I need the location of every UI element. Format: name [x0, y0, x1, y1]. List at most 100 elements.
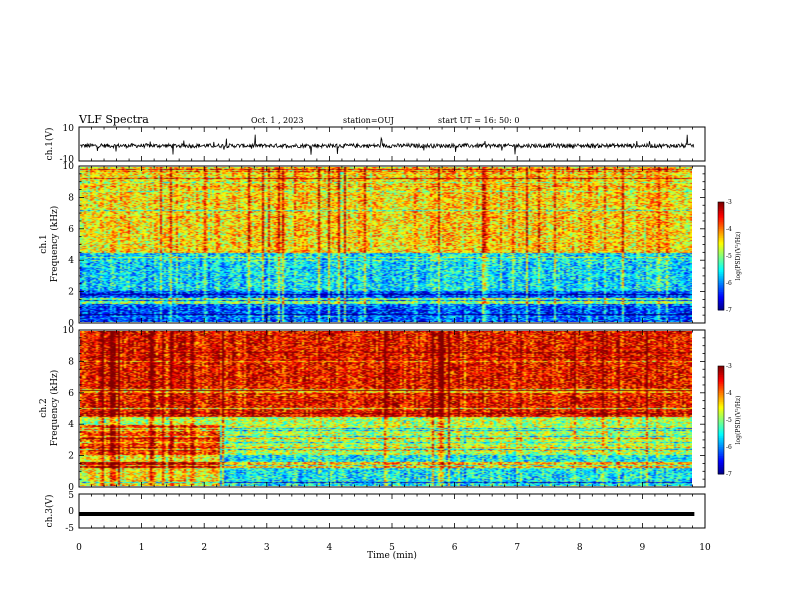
ch1-colorbar: -3 -4 -5 -6 -7 log(PSD)(V²/Hz) [717, 199, 742, 314]
colorbar-segment [718, 416, 724, 419]
colorbar-segment [718, 391, 724, 394]
colorbar-segment [718, 281, 724, 284]
colorbar-segment [718, 227, 724, 230]
colorbar-segment [718, 400, 724, 403]
colorbar-segment [718, 441, 724, 444]
ch1-spectrogram-heatmap [80, 167, 692, 322]
colorbar-segment [718, 247, 724, 250]
colorbar-segment [718, 472, 724, 475]
colorbar-segment [718, 216, 724, 219]
colorbar-segment [718, 378, 724, 381]
colorbar-segment [718, 245, 724, 248]
colorbar-segment [718, 414, 724, 417]
colorbar-segment [718, 220, 724, 223]
y-tick-label: 6 [68, 389, 74, 399]
colorbar-segment [718, 259, 724, 262]
ch2-spectrogram-ticks [78, 329, 706, 488]
colorbar-segment [718, 411, 724, 414]
colorbar-segment [718, 382, 724, 385]
colorbar-segment [718, 211, 724, 214]
ch3-waveform-ylabel: ch.3(V) [44, 495, 55, 528]
colorbar-segment [718, 265, 724, 268]
ch2-spectrogram-channel-label: ch.2 [39, 398, 49, 417]
ch1-waveform-ticks [78, 127, 706, 161]
colorbar-segment [718, 299, 724, 302]
colorbar-segment [718, 256, 724, 259]
y-tick-label: 10 [63, 326, 75, 336]
ch1-spectrogram-panel: 0 2 4 6 8 10 ch.1 Frequency (kHz) -3 -4 -5 -6 -7 l… [39, 162, 742, 329]
ch1-waveform-panel: 10 -10 ch.1(V) [44, 124, 706, 165]
colorbar-segment [718, 229, 724, 232]
colorbar-segment [718, 425, 724, 428]
colorbar-segment [718, 301, 724, 304]
colorbar-tick-label: -3 [726, 363, 732, 370]
colorbar-segment [718, 277, 724, 280]
colorbar-segment [718, 274, 724, 277]
colorbar-segment [718, 266, 724, 270]
colorbar-segment [718, 252, 724, 255]
x-tick-label: 4 [327, 543, 333, 553]
colorbar-segment [718, 402, 724, 405]
colorbar-segment [718, 268, 724, 271]
ch1-spectrogram-yticklabels: 0 2 4 6 8 10 [63, 162, 75, 329]
x-tick-label: 7 [514, 543, 520, 553]
time-axis-ticklabels: 0 1 2 3 4 5 6 7 8 9 10 [76, 543, 711, 553]
colorbar-segment [718, 438, 724, 441]
colorbar-segment [718, 304, 724, 307]
colorbar-segment [718, 202, 724, 205]
colorbar-segment [718, 205, 724, 208]
colorbar-segment [718, 270, 724, 273]
colorbar-tick-label: -7 [726, 307, 732, 314]
colorbar-segment [718, 241, 724, 244]
colorbar-segment [718, 369, 724, 372]
colorbar-segment [718, 292, 724, 295]
ch1-waveform-ylabel: ch.1(V) [44, 128, 55, 161]
colorbar-tick-label: -5 [726, 253, 732, 260]
x-tick-label: 9 [640, 543, 646, 553]
ch3-ytick-mid: 0 [68, 507, 74, 517]
colorbar-segment [718, 387, 724, 390]
colorbar-tick-label: -6 [726, 280, 732, 287]
y-tick-label: 8 [68, 193, 74, 203]
colorbar-segment [718, 297, 724, 300]
colorbar-segment [718, 396, 724, 399]
colorbar-segment [718, 371, 724, 374]
colorbar-segment [718, 284, 724, 288]
colorbar-segment [718, 468, 724, 471]
ch1-spectrogram-channel-label: ch.1 [39, 234, 49, 253]
colorbar-segment [718, 398, 724, 401]
colorbar-segment [718, 384, 724, 387]
time-axis-label: Time (min) [367, 550, 417, 561]
x-tick-label: 5 [389, 543, 395, 553]
colorbar-frame [717, 365, 725, 475]
colorbar-segment [718, 263, 724, 266]
colorbar-segment [718, 221, 724, 225]
colorbar-segment [718, 430, 724, 434]
ch3-ytick-bottom: -5 [65, 524, 74, 534]
colorbar-segment [718, 456, 724, 459]
colorbar-segment [718, 214, 724, 217]
colorbar-segment [718, 412, 724, 416]
colorbar-segment [718, 218, 724, 221]
colorbar-segment [718, 461, 724, 464]
ch3-ytick-top: 5 [68, 491, 74, 501]
colorbar-tick-label: -7 [726, 471, 732, 478]
ch2-spectrogram-panel: 0 2 4 6 8 10 ch.2 Frequency (kHz) -3 -4 -5 -6 -7 l… [39, 326, 742, 493]
colorbar-segment [718, 254, 724, 257]
colorbar-segment [718, 420, 724, 423]
colorbar-segment [718, 466, 724, 470]
colorbar-segment [718, 403, 724, 407]
x-tick-label: 0 [76, 543, 82, 553]
colorbar-segment [718, 236, 724, 239]
colorbar-tick-label: -3 [726, 199, 732, 206]
colorbar-tick-label: -4 [726, 390, 732, 397]
colorbar-segment [718, 427, 724, 430]
x-tick-label: 8 [577, 543, 583, 553]
colorbar-segment [718, 450, 724, 453]
x-tick-label: 1 [139, 543, 145, 553]
x-tick-label: 2 [201, 543, 207, 553]
colorbar-segment [718, 286, 724, 289]
colorbar-segment [718, 290, 724, 293]
ch2-spectrogram-heatmap [80, 331, 692, 486]
